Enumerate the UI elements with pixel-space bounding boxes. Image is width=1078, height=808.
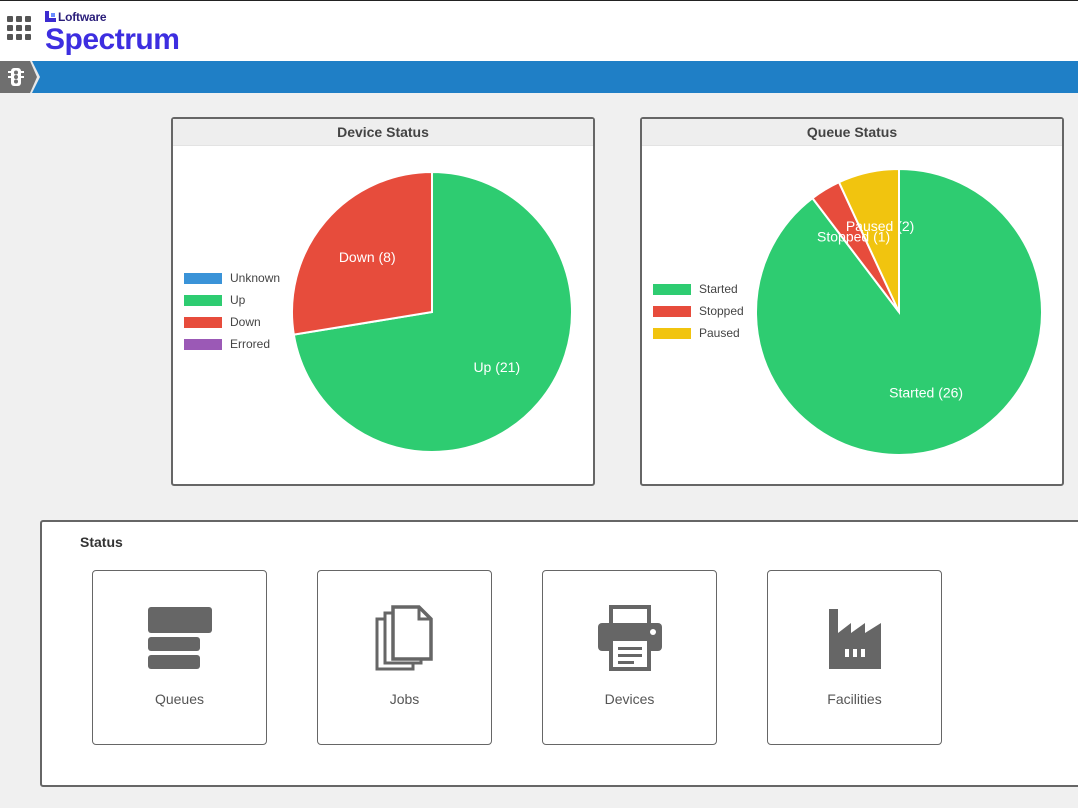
- factory-icon: [828, 609, 881, 669]
- legend-swatch: [184, 316, 222, 328]
- legend-swatch: [653, 283, 691, 295]
- legend-item-stopped[interactable]: Stopped: [653, 300, 744, 322]
- legend-label: Stopped: [699, 304, 744, 318]
- device-status-pie-chart: Up (21) Down (8): [291, 170, 573, 453]
- legend-swatch: [184, 338, 222, 350]
- tile-label: Devices: [604, 691, 655, 707]
- device-status-panel: Device Status Unknown Up Down Errored Up…: [171, 117, 595, 486]
- pie-slice-paused[interactable]: [837, 167, 900, 313]
- tile-label: Jobs: [389, 691, 420, 707]
- queues-tile[interactable]: Queues: [92, 570, 267, 745]
- legend-swatch: [653, 327, 691, 339]
- legend-item-started[interactable]: Started: [653, 278, 744, 300]
- legend-item-paused[interactable]: Paused: [653, 322, 744, 344]
- app-header: Loftware Spectrum: [0, 0, 1078, 61]
- app-launcher-icon[interactable]: [7, 16, 33, 42]
- legend-label: Up: [230, 293, 246, 307]
- queue-status-panel: Queue Status Started Stopped Paused Star…: [640, 117, 1064, 486]
- legend-label: Started: [699, 282, 738, 296]
- pie-slice-down[interactable]: [291, 170, 433, 336]
- status-title: Status: [80, 534, 123, 550]
- printer-icon: [597, 605, 662, 671]
- pie-data-label: Started (26): [889, 385, 963, 401]
- pie-data-label: Down (8): [339, 249, 396, 265]
- brand-small-label: Loftware: [58, 9, 107, 24]
- legend-item-down[interactable]: Down: [184, 311, 280, 333]
- pie-data-label: Stopped (1): [817, 229, 890, 245]
- pie-data-label: Up (21): [473, 359, 520, 375]
- device-status-legend: Unknown Up Down Errored: [184, 267, 280, 355]
- loftware-mark-icon: [45, 11, 56, 22]
- legend-swatch: [184, 272, 222, 284]
- jobs-tile[interactable]: Jobs: [317, 570, 492, 745]
- queue-status-pie-chart: Started (26) Stopped (1)Paused (2): [755, 167, 1043, 456]
- device-status-title: Device Status: [173, 119, 593, 146]
- queue-status-title: Queue Status: [642, 119, 1062, 146]
- legend-item-errored[interactable]: Errored: [184, 333, 280, 355]
- jobs-icon: [375, 605, 433, 671]
- legend-label: Errored: [230, 337, 271, 351]
- queues-icon: [147, 607, 212, 669]
- tile-label: Facilities: [827, 691, 882, 707]
- legend-swatch: [653, 305, 691, 317]
- queue-status-legend: Started Stopped Paused: [653, 278, 744, 344]
- legend-label: Down: [230, 315, 261, 329]
- tile-label: Queues: [154, 691, 205, 707]
- legend-label: Unknown: [230, 271, 281, 285]
- nav-tab-status[interactable]: [0, 61, 42, 93]
- brand-logo[interactable]: Loftware Spectrum: [45, 9, 180, 57]
- facilities-tile[interactable]: Facilities: [767, 570, 942, 745]
- legend-label: Paused: [699, 326, 740, 340]
- legend-item-up[interactable]: Up: [184, 289, 280, 311]
- traffic-light-icon: [8, 68, 24, 86]
- status-section: Status Queues Jobs Devices: [40, 520, 1078, 787]
- legend-item-unknown[interactable]: Unknown: [184, 267, 280, 289]
- nav-bar: [0, 61, 1078, 93]
- brand-name: Spectrum: [45, 23, 180, 56]
- pie-data-label: Paused (2): [846, 218, 914, 234]
- devices-tile[interactable]: Devices: [542, 570, 717, 745]
- legend-swatch: [184, 294, 222, 306]
